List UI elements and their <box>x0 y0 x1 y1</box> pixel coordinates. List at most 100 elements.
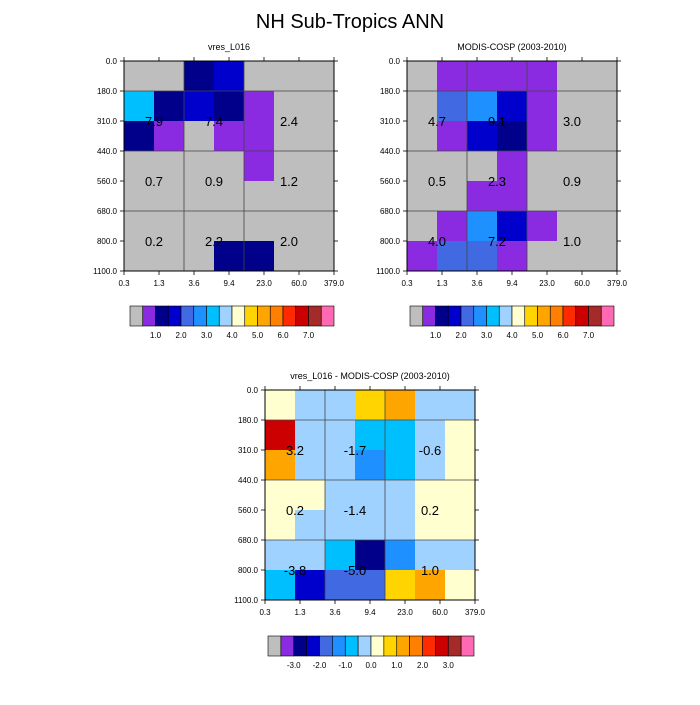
x-tick-label: 1.3 <box>153 279 165 288</box>
heatmap-cell <box>445 480 476 511</box>
heatmap-cell <box>407 61 438 92</box>
section-value-label: 1.0 <box>563 234 581 249</box>
colorbar: 1.0 2.0 3.0 4.0 5.0 6.0 7.0 <box>129 305 335 340</box>
heatmap-cell <box>244 241 275 272</box>
heatmap-cell <box>304 61 335 92</box>
heatmap-cell <box>274 61 305 92</box>
heatmap-cell <box>214 151 245 182</box>
heatmap-cell <box>295 480 326 511</box>
colorbar-label: 1.0 <box>150 331 162 340</box>
colorbar-label: 1.0 <box>391 661 403 670</box>
y-tick-label: 1100.0 <box>93 267 117 276</box>
heatmap-cell <box>355 570 386 601</box>
colorbar-box <box>180 305 195 327</box>
heatmap-cell <box>557 91 588 122</box>
heatmap-cell <box>265 510 296 541</box>
y-tick-label: 680.0 <box>238 536 259 545</box>
heatmap-cell <box>304 91 335 122</box>
heatmap-cell <box>437 61 468 92</box>
heatmap-cell <box>124 91 155 122</box>
colorbar-box <box>537 305 551 327</box>
heatmap-cell <box>184 121 215 152</box>
heatmap-cell <box>154 61 185 92</box>
heatmap-cell <box>325 420 356 451</box>
colorbar-box <box>383 635 398 657</box>
colorbar-box <box>600 305 615 327</box>
heatmap-cell <box>527 61 558 92</box>
colorbar-box <box>155 305 169 327</box>
panel-title: vres_L016 - MODIS-COSP (2003-2010) <box>290 371 449 381</box>
colorbar-label: 6.0 <box>557 331 569 340</box>
section-value-label: 1.0 <box>421 563 439 578</box>
heatmap-cell <box>527 121 558 152</box>
colorbar-box <box>396 635 410 657</box>
heatmap-cell <box>325 540 356 571</box>
colorbar-box <box>218 305 233 327</box>
heatmap-cell <box>437 151 468 182</box>
y-tick-label: 180.0 <box>238 416 259 425</box>
colorbar-label: -2.0 <box>313 661 327 670</box>
heatmap-cell <box>265 570 296 601</box>
heatmap-cell <box>265 390 296 421</box>
heatmap-cell <box>295 420 326 451</box>
heatmap-cell <box>497 241 528 272</box>
heatmap-cell <box>587 61 618 92</box>
x-tick-label: 0.3 <box>118 279 130 288</box>
heatmap-cell <box>385 390 416 421</box>
heatmap-cell <box>527 211 558 242</box>
heatmap-cell <box>407 91 438 122</box>
colorbar-box <box>409 635 423 657</box>
section-value-label: 0.2 <box>421 503 439 518</box>
colorbar-label: 3.0 <box>443 661 455 670</box>
colorbar-box <box>282 305 297 327</box>
heatmap-panel: vres_L016 - MODIS-COSP (2003-2010) 0.0 180… <box>234 371 485 670</box>
heatmap-cell <box>274 181 305 212</box>
y-tick-label: 440.0 <box>380 147 401 156</box>
heatmap-cell <box>527 241 558 272</box>
colorbar-label: 2.0 <box>175 331 187 340</box>
heatmap-cell <box>415 390 446 421</box>
y-tick-label: 0.0 <box>247 386 259 395</box>
heatmap-cell <box>587 91 618 122</box>
y-tick-label: 0.0 <box>389 57 401 66</box>
heatmap-cell <box>295 570 326 601</box>
section-value-label: 0.5 <box>428 174 446 189</box>
colorbar-box <box>319 635 333 657</box>
colorbar-label: 3.0 <box>481 331 493 340</box>
heatmap-cell <box>407 211 438 242</box>
heatmap-cell <box>527 151 558 182</box>
colorbar-box <box>511 305 526 327</box>
heatmap-cell <box>445 420 476 451</box>
y-tick-label: 1100.0 <box>234 596 258 605</box>
heatmap-cell <box>445 540 476 571</box>
heatmap-cell <box>415 570 446 601</box>
x-tick-label: 9.4 <box>364 608 376 617</box>
y-tick-label: 180.0 <box>97 87 118 96</box>
heatmap-cell <box>124 61 155 92</box>
heatmap-cell <box>244 121 275 152</box>
colorbar-box <box>269 305 284 327</box>
heatmap-cell <box>497 91 528 122</box>
heatmap-cell <box>587 151 618 182</box>
colorbar-box <box>575 305 589 327</box>
y-tick-label: 560.0 <box>380 177 401 186</box>
heatmap-cell <box>497 61 528 92</box>
heatmap-cell <box>407 181 438 212</box>
colorbar-box <box>409 305 424 327</box>
heatmap-cell <box>214 121 245 152</box>
colorbar-box <box>306 635 320 657</box>
x-tick-label: 1.3 <box>294 608 306 617</box>
heatmap-cell <box>467 91 498 122</box>
heatmap-cell <box>325 510 356 541</box>
section-value-label: 2.4 <box>280 114 298 129</box>
y-tick-label: 0.0 <box>106 57 118 66</box>
heatmap-cell <box>304 241 335 272</box>
x-tick-label: 3.6 <box>188 279 200 288</box>
colorbar-box <box>193 305 207 327</box>
colorbar-label: 3.0 <box>201 331 213 340</box>
heatmap-cell <box>295 450 326 481</box>
colorbar-box <box>206 305 220 327</box>
heatmap-cell <box>407 241 438 272</box>
x-tick-label: 379.0 <box>465 608 486 617</box>
heatmap-cell <box>527 91 558 122</box>
